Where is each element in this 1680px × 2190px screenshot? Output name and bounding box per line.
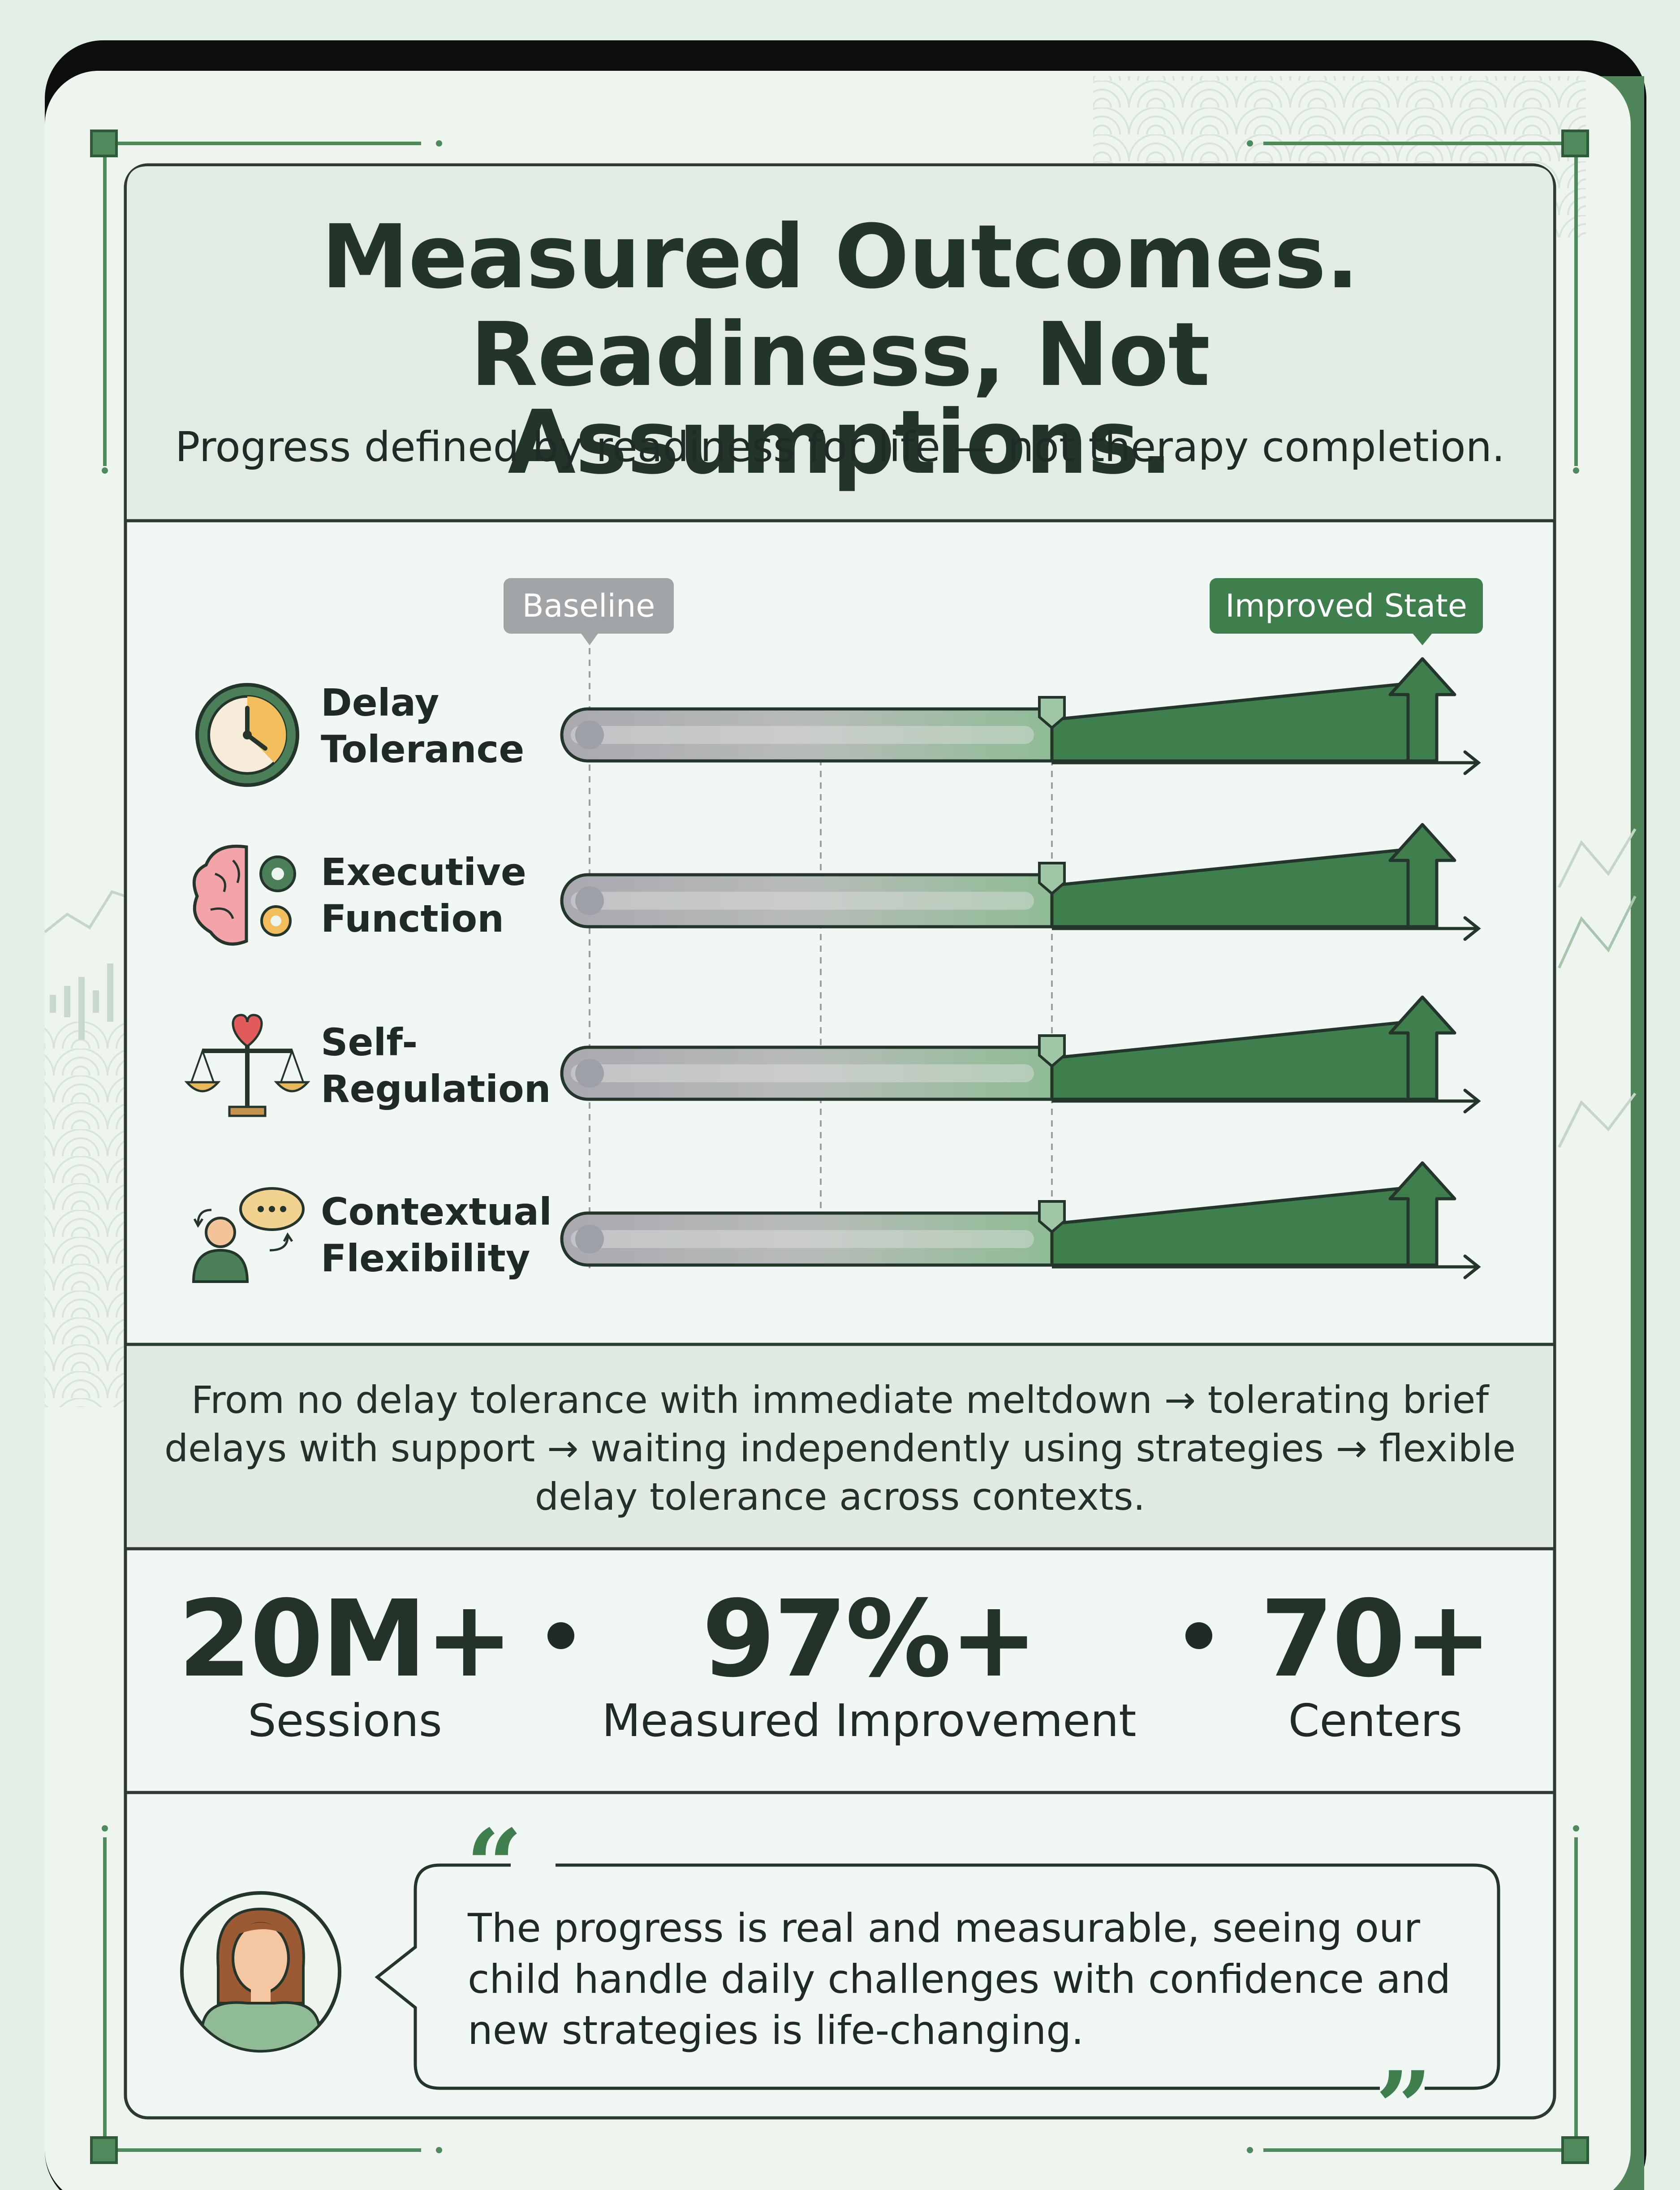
progress-bar-highlight <box>571 726 1034 744</box>
stat-label-improvement: Measured Improvement <box>602 1694 1137 1747</box>
baseline-dot <box>575 1059 604 1088</box>
row-axis-arrowhead <box>1463 916 1481 941</box>
improved-tag-pointer <box>1412 633 1433 645</box>
corner-squares <box>90 130 1589 2164</box>
progress-bar-track <box>560 1211 1054 1267</box>
progress-bar-highlight <box>571 1064 1034 1082</box>
improved-state-tag: Improved State <box>1210 578 1483 634</box>
woman-avatar-icon <box>180 1891 341 2053</box>
subtitle: Progress defined by readiness for life —… <box>175 423 1505 471</box>
progress-bar-track <box>560 707 1054 763</box>
decor-zigzag-left <box>44 890 126 933</box>
stat-value-sessions: 20M+ <box>178 1577 513 1701</box>
row-label-contextual-flexibility: Contextual Flexibility <box>321 1190 552 1280</box>
person-speech-bubble-icon <box>192 1187 305 1283</box>
decor-zigzag-right-2 <box>1558 828 1637 888</box>
baseline-dot <box>575 1225 604 1253</box>
open-quote-icon: “ <box>466 1807 523 1923</box>
up-arrow-icon <box>1388 1161 1456 1267</box>
row-label-executive-function: Executive Function <box>321 850 526 941</box>
row-axis-arrowhead <box>1463 750 1481 775</box>
baseline-dot <box>575 886 604 915</box>
baseline-dot <box>575 721 604 749</box>
corner-brackets <box>103 142 1578 2152</box>
balance-scale-heart-icon <box>184 1014 310 1117</box>
baseline-tag-pointer <box>581 633 599 645</box>
row-axis-arrowhead <box>1463 1089 1481 1114</box>
testimonial-quote: The progress is real and measurable, see… <box>468 1905 1451 2053</box>
up-arrow-icon <box>1388 823 1456 929</box>
progress-bar-track <box>560 873 1054 929</box>
clock-icon <box>195 683 299 787</box>
stat-label-sessions: Sessions <box>248 1694 442 1747</box>
close-quote-icon: ” <box>1375 2049 1432 2165</box>
progress-bar-track <box>560 1045 1054 1101</box>
progress-bar-highlight <box>571 1230 1034 1248</box>
chart-rows <box>560 657 1481 1279</box>
corner-dots <box>102 140 1579 2153</box>
progression-description: From no delay tolerance with immediate m… <box>164 1378 1516 1519</box>
row-axis-arrowhead <box>1463 1254 1481 1279</box>
stat-separator-dot <box>1185 1622 1212 1649</box>
title-line-2: Readiness, Not Assumptions. <box>470 304 1210 494</box>
wave-pattern-left <box>45 1022 125 1407</box>
milestone-marker <box>1038 1200 1066 1234</box>
milestone-marker <box>1038 862 1066 895</box>
decor-zigzag-right <box>1558 895 1637 969</box>
up-arrow-icon <box>1388 995 1456 1101</box>
baseline-tag: Baseline <box>504 578 674 634</box>
row-label-self-regulation: Self- Regulation <box>321 1020 551 1111</box>
milestone-marker <box>1038 1034 1066 1068</box>
row-label-delay-tolerance: Delay Tolerance <box>321 681 525 771</box>
milestone-marker <box>1038 696 1066 730</box>
decor-bars-left <box>50 963 113 1040</box>
up-arrow-icon <box>1388 657 1456 763</box>
decor-zigzag-right-3 <box>1558 1093 1637 1148</box>
brain-gears-icon <box>192 844 296 946</box>
stat-value-centers: 70+ <box>1260 1577 1492 1701</box>
testimonial-bubble <box>375 1863 1500 2090</box>
stat-separator-dot <box>547 1622 574 1649</box>
title-line-1: Measured Outcomes. <box>321 206 1359 308</box>
stat-label-centers: Centers <box>1288 1694 1463 1747</box>
progress-bar-highlight <box>571 892 1034 910</box>
stat-value-improvement: 97%+ <box>702 1577 1038 1701</box>
